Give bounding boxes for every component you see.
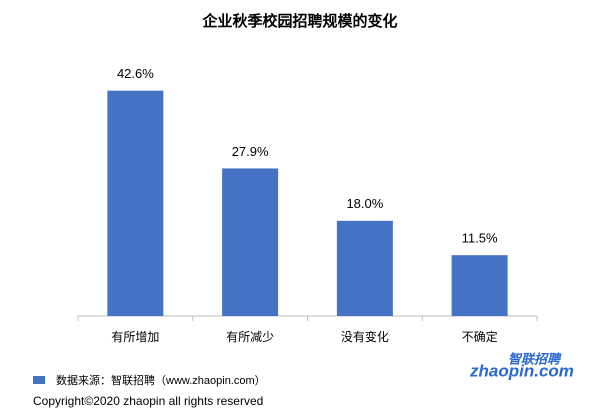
source-note: 数据来源：智联招聘（www.zhaopin.com）	[56, 373, 266, 387]
bar	[336, 220, 393, 316]
data-label: 42.6%	[117, 66, 154, 81]
data-label: 27.9%	[232, 144, 269, 159]
x-tick-label: 有所减少	[226, 330, 274, 344]
logo-text: zhaopin.com	[469, 361, 574, 380]
legend-swatch	[33, 376, 45, 384]
bar	[222, 168, 279, 316]
copyright: Copyright©2020 zhaopin all rights reserv…	[33, 394, 263, 408]
logo-text: 智联招聘	[508, 351, 562, 366]
bar	[451, 255, 508, 316]
data-label: 11.5%	[462, 231, 498, 246]
chart-title: 企业秋季校园招聘规模的变化	[201, 12, 397, 30]
x-tick-label: 有所增加	[111, 330, 159, 344]
data-label: 18.0%	[346, 196, 383, 211]
bar	[107, 90, 164, 317]
x-tick-label: 不确定	[462, 329, 498, 344]
x-tick-label: 没有变化	[341, 329, 389, 344]
